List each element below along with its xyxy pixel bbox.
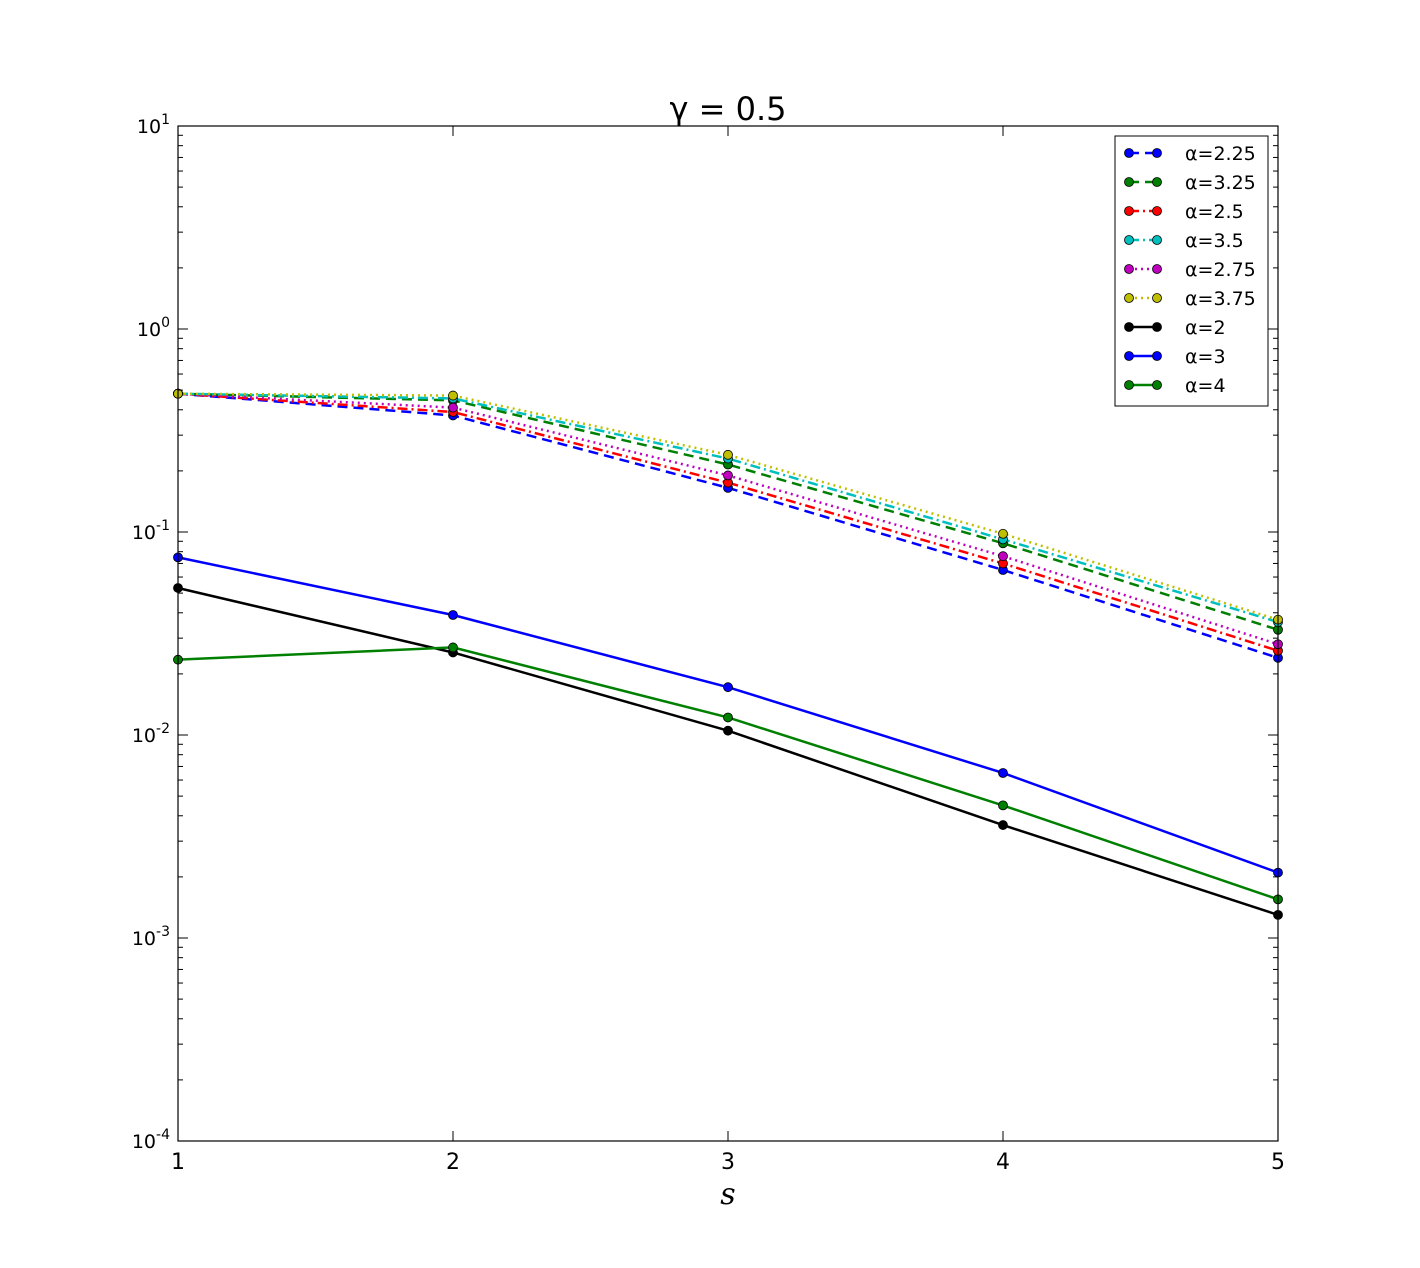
data-point xyxy=(723,449,733,460)
data-point xyxy=(998,820,1008,830)
data-point xyxy=(448,402,458,413)
legend-item: α=3.5 xyxy=(1124,230,1244,252)
legend-marker xyxy=(1152,177,1162,187)
y-tick-label: 100 xyxy=(137,315,170,341)
legend-marker xyxy=(1124,148,1134,158)
series-line xyxy=(177,392,1279,624)
legend-marker xyxy=(1124,177,1134,187)
legend-item: α=2 xyxy=(1124,317,1226,339)
y-tick-label: 10-4 xyxy=(132,1127,170,1153)
data-point xyxy=(998,551,1008,562)
data-point xyxy=(723,682,733,693)
legend-label: α=2.25 xyxy=(1185,143,1256,165)
y-tick-exponent: -3 xyxy=(156,924,170,940)
legend-marker xyxy=(1152,235,1162,245)
data-point xyxy=(723,470,733,481)
legend-label: α=4 xyxy=(1185,375,1226,397)
x-tick-label: 1 xyxy=(171,1150,185,1175)
data-point xyxy=(998,528,1008,539)
legend-marker xyxy=(1152,206,1162,216)
chart-title: γ = 0.5 xyxy=(670,90,787,128)
series-line xyxy=(177,392,1279,631)
legend-marker xyxy=(1124,264,1134,274)
legend: α=2.25 α=3.25 α=2.5 α=3.5 α=2.75 α=3.75 α=2 α=3… xyxy=(1114,135,1269,407)
y-tick-base: 10 xyxy=(132,725,156,747)
legend-item: α=2.25 xyxy=(1124,143,1256,165)
legend-item: α=3.75 xyxy=(1124,288,1256,310)
data-point xyxy=(998,768,1008,778)
legend-item: α=3.25 xyxy=(1124,172,1256,194)
legend-label: α=2 xyxy=(1185,317,1226,339)
x-axis: 1 2 3 4 5 xyxy=(171,126,1285,1175)
y-tick-base: 10 xyxy=(132,522,156,544)
x-tick-label: 3 xyxy=(721,1150,735,1175)
legend-item: α=4 xyxy=(1124,375,1226,397)
y-tick-base: 10 xyxy=(132,928,156,950)
x-tick-label: 4 xyxy=(996,1150,1010,1175)
y-tick-base: 10 xyxy=(132,1131,156,1153)
legend-marker xyxy=(1152,293,1162,303)
legend-label: α=3.5 xyxy=(1185,230,1244,252)
y-tick-exponent: -2 xyxy=(156,721,170,737)
legend-marker xyxy=(1124,322,1134,332)
legend-label: α=3.25 xyxy=(1185,172,1256,194)
legend-marker xyxy=(1152,322,1162,332)
data-point xyxy=(723,712,733,723)
data-point xyxy=(448,390,458,401)
y-tick-exponent: -1 xyxy=(156,518,170,534)
legend-marker xyxy=(1152,380,1162,390)
series-8 xyxy=(173,642,1283,905)
legend-marker xyxy=(1124,206,1134,216)
y-tick-exponent: 0 xyxy=(161,315,170,331)
data-point xyxy=(723,725,733,736)
legend-marker xyxy=(1152,148,1162,158)
data-point xyxy=(448,610,458,620)
legend-label: α=3.75 xyxy=(1185,288,1256,310)
legend-label: α=2.75 xyxy=(1185,259,1256,281)
data-point xyxy=(448,642,458,653)
series-line xyxy=(177,392,1279,652)
legend-marker xyxy=(1152,351,1162,361)
y-tick-exponent: 1 xyxy=(161,112,170,128)
y-tick-label: 10-1 xyxy=(132,518,170,544)
y-tick-label: 10-3 xyxy=(132,924,170,950)
y-tick-label: 10-2 xyxy=(132,721,170,747)
legend-marker xyxy=(1124,380,1134,390)
x-tick-label: 2 xyxy=(446,1150,460,1175)
legend-label: α=2.5 xyxy=(1185,201,1244,223)
y-tick-base: 10 xyxy=(137,319,161,341)
legend-item: α=3 xyxy=(1124,346,1226,368)
legend-marker xyxy=(1124,235,1134,245)
x-tick-label: 5 xyxy=(1271,1150,1285,1175)
legend-item: α=2.75 xyxy=(1124,259,1256,281)
x-axis-label: s xyxy=(720,1177,735,1212)
legend-box xyxy=(1114,135,1269,407)
legend-marker xyxy=(1152,264,1162,274)
legend-label: α=3 xyxy=(1185,346,1226,368)
y-tick-exponent: -4 xyxy=(156,1127,170,1143)
y-tick-base: 10 xyxy=(137,116,161,138)
y-tick-label: 101 xyxy=(137,112,170,138)
legend-item: α=2.5 xyxy=(1124,201,1244,223)
data-point xyxy=(998,800,1008,811)
legend-marker xyxy=(1124,351,1134,361)
series-7 xyxy=(173,552,1283,878)
legend-marker xyxy=(1124,293,1134,303)
